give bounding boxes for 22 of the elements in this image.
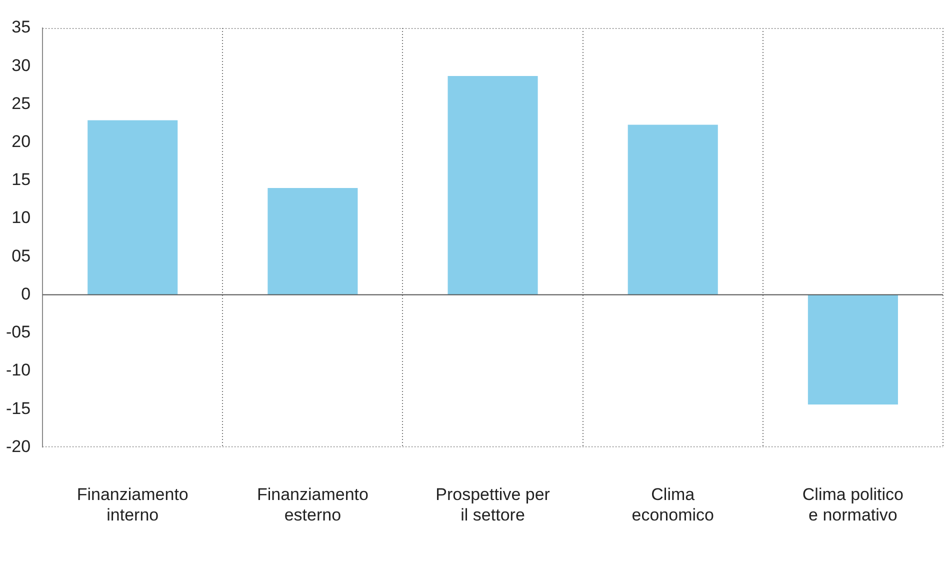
bar [448, 76, 538, 295]
y-tick-label: -10 [6, 360, 31, 380]
y-tick-label: -20 [6, 436, 31, 456]
bar [808, 294, 898, 405]
y-tick-label: 20 [12, 132, 31, 152]
x-tick-label: Finanziamento interno [76, 485, 188, 524]
x-tick-label: Clima economico [632, 485, 714, 524]
x-tick-label: Clima politico e normativo [802, 485, 904, 524]
y-tick-label: 35 [12, 18, 31, 37]
y-tick-label: -15 [6, 398, 31, 418]
x-tick-label: Prospettive per il settore [436, 485, 550, 524]
x-tick-label: Finanziamento esterno [256, 485, 368, 524]
bar [628, 124, 718, 295]
bar [268, 188, 358, 295]
y-tick-label: 15 [12, 170, 31, 190]
y-tick-label: 30 [12, 56, 31, 75]
y-tick-label: 05 [12, 246, 31, 266]
bar [88, 120, 178, 295]
y-tick-label: 0 [21, 284, 31, 304]
y-tick-label: 25 [12, 94, 31, 113]
y-tick-label: 10 [12, 208, 31, 228]
y-tick-label: -05 [6, 322, 31, 342]
